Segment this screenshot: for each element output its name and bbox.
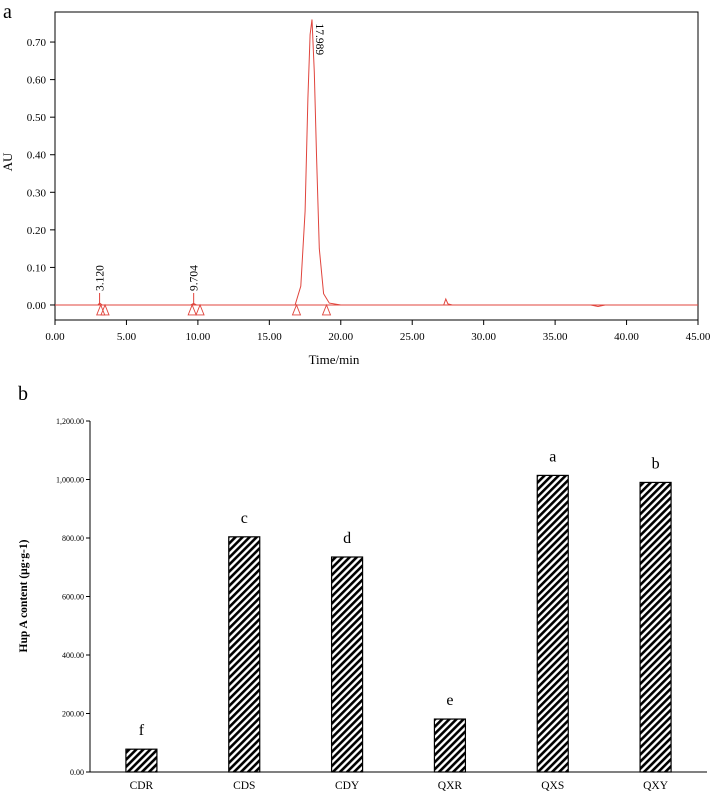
panel-label-b: b xyxy=(18,383,28,405)
integration-marker xyxy=(291,303,302,316)
integration-marker xyxy=(321,303,332,316)
category-label: QXR xyxy=(438,780,463,792)
peak-label: 3.120 xyxy=(95,265,107,291)
bar-qxy xyxy=(639,481,672,773)
bar-cds xyxy=(228,536,261,773)
bar-y-axis-label: Hup A content (μg·g-1) xyxy=(18,539,30,652)
chromatogram-x-tick-label: 25.00 xyxy=(400,331,425,343)
bar-y-tick-label: 1,200.00 xyxy=(56,417,84,426)
chromatogram-x-tick-label: 10.00 xyxy=(186,331,211,343)
chromatogram-x-tick-label: 5.00 xyxy=(117,331,137,343)
integration-marker xyxy=(100,303,110,316)
bar-chart-panel: b Hup A content (μg·g-1) 0.00 200.00 400.0… xyxy=(18,383,707,792)
integration-marker xyxy=(195,303,205,316)
category-label: CDY xyxy=(335,780,360,792)
significance-letter: b xyxy=(652,455,660,472)
chromatogram-y-tick-label: 0.70 xyxy=(27,37,47,49)
integration-marker xyxy=(187,303,197,316)
bar-y-tick-label: 400.00 xyxy=(62,651,84,660)
bar-cdr xyxy=(125,748,158,773)
category-label: QXY xyxy=(643,780,669,792)
chromatogram-x-tick-label: 20.00 xyxy=(328,331,353,343)
chromatogram-y-tick-label: 0.20 xyxy=(27,225,47,237)
category-label: QXS xyxy=(541,780,564,792)
category-label: CDS xyxy=(233,780,255,792)
chromatogram-y-tick-label: 0.10 xyxy=(27,262,47,274)
chromatogram-y-tick-label: 0.60 xyxy=(27,75,47,87)
peak-label: 9.704 xyxy=(189,265,201,291)
chromatogram-panel: a AU Time/min 0.00 5.00 10.00 15.00 20.00 25.… xyxy=(0,1,711,367)
chromatogram-y-tick-label: 0.40 xyxy=(27,150,47,162)
chromatogram-y-axis-label: AU xyxy=(0,152,15,171)
bar-qxs xyxy=(536,474,569,773)
panel-label-a: a xyxy=(3,1,12,23)
bar-y-tick-label: 1,000.00 xyxy=(56,476,84,485)
bar-y-tick-label: 600.00 xyxy=(62,593,84,602)
peak-label: 17.989 xyxy=(313,24,325,56)
chromatogram-x-tick-label: 30.00 xyxy=(471,331,496,343)
chromatogram-x-tick-label: 0.00 xyxy=(45,331,65,343)
chromatogram-x-axis-label: Time/min xyxy=(309,352,360,367)
chromatogram-x-tick-label: 45.00 xyxy=(686,331,711,343)
bar-y-tick-label: 0.00 xyxy=(70,768,84,777)
chromatogram-x-tick-label: 40.00 xyxy=(614,331,639,343)
chromatogram-x-tick-label: 15.00 xyxy=(257,331,282,343)
significance-letter: c xyxy=(241,510,248,527)
significance-letter: d xyxy=(343,530,351,547)
bar-y-tick-label: 800.00 xyxy=(62,534,84,543)
bar-y-tick-label: 200.00 xyxy=(62,710,84,719)
category-label: CDR xyxy=(130,780,154,792)
chromatogram-y-tick-label: 0.50 xyxy=(27,112,47,124)
chromatogram-y-tick-label: 0.00 xyxy=(27,300,47,312)
chromatogram-y-tick-label: 0.30 xyxy=(27,187,47,199)
significance-letter: e xyxy=(446,692,453,709)
chromatogram-trace xyxy=(55,19,698,308)
significance-letter: a xyxy=(549,448,556,465)
integration-marker xyxy=(96,303,106,316)
chromatogram-plot-frame xyxy=(54,11,699,321)
significance-letter: f xyxy=(139,722,145,739)
chromatogram-x-tick-label: 35.00 xyxy=(543,331,568,343)
bar-qxr xyxy=(433,718,467,773)
bar-cdy xyxy=(330,556,364,773)
